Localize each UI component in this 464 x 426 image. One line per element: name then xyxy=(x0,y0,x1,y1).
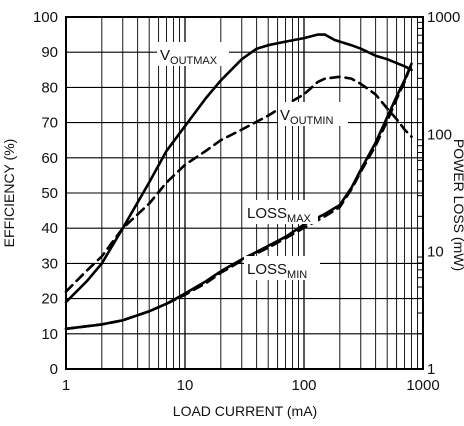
series-curves xyxy=(64,33,413,331)
curve-labels: VOUTMAX VOUTMIN LOSSMAX LOSSMIN xyxy=(157,42,348,281)
annot-lossmax: LOSSMAX xyxy=(247,205,312,225)
x-tick-label: 1 xyxy=(62,377,70,394)
y-tick-label: 40 xyxy=(41,220,58,237)
series-line-lossmin xyxy=(64,62,413,331)
y-tick-label: 0 xyxy=(50,361,58,378)
annot-voutmax: VOUTMAX xyxy=(160,47,218,67)
y2-axis-title: POWER LOSS (mW) xyxy=(451,139,464,271)
y-axis-title: EFFICIENCY (%) xyxy=(1,139,17,248)
y2-tick-label: 1 xyxy=(427,361,435,378)
annot-bg-voutmin xyxy=(278,102,348,126)
y-tick-label: 80 xyxy=(41,79,58,96)
y2-tick-label: 10 xyxy=(427,244,444,261)
x-tick-label: 1000 xyxy=(406,377,439,394)
grid-lines xyxy=(65,16,423,370)
plot-frame xyxy=(65,16,424,370)
y-tick-label: 90 xyxy=(41,44,58,61)
series-line-voutmin xyxy=(64,75,413,293)
annot-lossmin: LOSSMIN xyxy=(247,261,307,281)
y-tick-label: 70 xyxy=(41,115,58,132)
y-tick-label: 50 xyxy=(41,185,58,202)
y-tick-label: 10 xyxy=(41,326,58,343)
annot-bg-voutmax xyxy=(157,42,229,66)
tick-labels: 1 10 100 1000010203040506070809010011010010… xyxy=(33,9,460,394)
series-line-voutmax xyxy=(64,33,413,304)
y2-tick-label: 100 xyxy=(427,126,452,143)
annot-voutmin: VOUTMIN xyxy=(280,107,333,127)
series-line-lossmax xyxy=(64,62,413,331)
x-tick-label: 10 xyxy=(177,377,194,394)
y-tick-label: 100 xyxy=(33,9,58,26)
x-axis-title: LOAD CURRENT (mA) xyxy=(173,403,317,419)
annot-bg-lossmax xyxy=(244,200,318,224)
y2-tick-label: 1000 xyxy=(427,9,460,26)
y-tick-label: 60 xyxy=(41,150,58,167)
y-tick-label: 20 xyxy=(41,291,58,308)
annot-bg-lossmin xyxy=(244,256,320,280)
y-tick-label: 30 xyxy=(41,255,58,272)
x-tick-label: 100 xyxy=(291,377,316,394)
